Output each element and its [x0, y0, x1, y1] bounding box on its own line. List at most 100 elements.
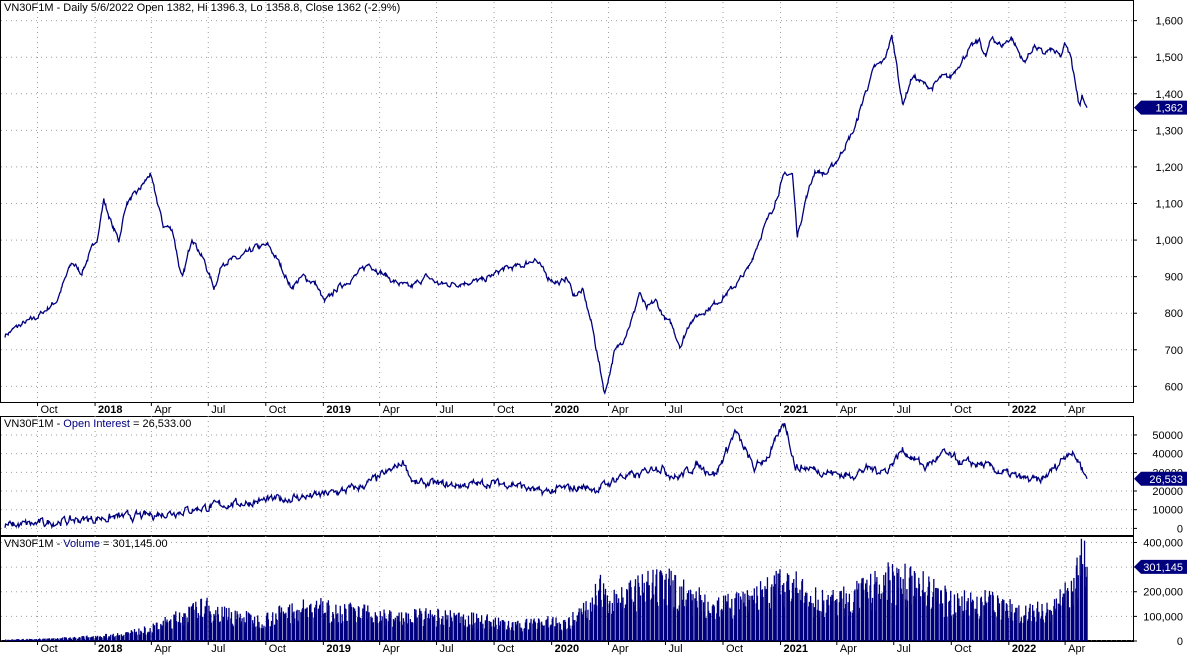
volume-bar [504, 621, 506, 641]
volume-bar [972, 600, 974, 641]
x-tick-label: 2022 [1012, 404, 1036, 416]
volume-bar [867, 598, 869, 641]
volume-bar [66, 639, 68, 641]
x-tick-label: 2019 [326, 643, 350, 655]
volume-bar [963, 590, 966, 641]
volume-bar [1038, 611, 1040, 641]
volume-bar [744, 606, 747, 641]
open-interest-chart: 0100002000030000400005000026,533 [1, 416, 1187, 536]
volume-bar [1077, 575, 1079, 641]
price-series-line [4, 34, 1088, 395]
volume-bar [1011, 620, 1014, 641]
volume-bar [280, 607, 283, 641]
volume-bar [381, 616, 383, 641]
x-tick-label: Oct [269, 643, 286, 655]
volume-bar [350, 606, 353, 641]
volume-bar [766, 577, 769, 641]
volume-bar [110, 634, 112, 641]
volume-bar [79, 637, 81, 641]
volume-bar [661, 575, 664, 641]
volume-bar [863, 589, 865, 641]
volume-bar [801, 578, 804, 641]
x-tick-label: Apr [383, 643, 400, 655]
volume-bar [158, 629, 160, 641]
volume-bar [57, 639, 59, 641]
y-tick-label: 700 [1165, 345, 1183, 357]
x-tick-label: Jul [440, 404, 454, 416]
volume-bar [342, 621, 344, 641]
volume-bar [814, 587, 817, 641]
volume-bar [470, 612, 473, 641]
x-tick-label: 2018 [98, 643, 122, 655]
volume-bar [587, 609, 589, 641]
volume-bar [657, 605, 659, 641]
price-panel[interactable]: 600 700 800 900 1,000 1,100 1,200 1,300 1,400 1,5… [0, 0, 1187, 403]
volume-bar [1016, 607, 1018, 641]
volume-bar [329, 622, 331, 641]
volume-last-value-label: 301,145 [1143, 562, 1183, 574]
y-tick-label: 0 [1177, 636, 1183, 648]
volume-bar [136, 634, 138, 641]
x-tick-label: Apr [1068, 643, 1085, 655]
volume-bar [298, 609, 300, 641]
volume-bar [250, 614, 252, 641]
volume-bar [44, 638, 46, 641]
volume-bar [639, 595, 642, 641]
volume-bar [219, 621, 221, 641]
x-axis-price: Oct 2018 Apr Jul Oct 2019 Apr Jul Oct 2020 Apr Jul O… [0, 402, 1134, 416]
y-tick-label: 100,000 [1143, 611, 1183, 623]
volume-bar [149, 628, 151, 641]
volume-bar [836, 615, 839, 641]
volume-bar [499, 621, 502, 641]
volume-bar [779, 594, 782, 641]
volume-bar [561, 630, 563, 641]
x-tick-label: 2020 [555, 643, 579, 655]
volume-bar [718, 616, 720, 641]
volume-bar [998, 603, 1001, 641]
volume-bar [635, 611, 637, 641]
volume-bar [193, 609, 195, 641]
volume-bar [758, 609, 760, 641]
volume-bar [442, 624, 445, 641]
volume-bar [188, 607, 191, 641]
volume-bar [127, 632, 129, 641]
volume-bar [902, 578, 904, 641]
volume-bar [1051, 614, 1053, 641]
y-tick-label: 400,000 [1143, 537, 1183, 549]
y-tick-label: 800 [1165, 308, 1183, 320]
open-interest-plot-frame [0, 416, 1134, 536]
volume-bar [462, 614, 465, 641]
volume-bar [372, 622, 375, 641]
volume-bar [959, 605, 961, 641]
volume-bar [924, 591, 926, 641]
volume-bar [652, 594, 655, 641]
volume-bar [870, 573, 872, 641]
y-tick-label: 1,100 [1155, 199, 1183, 211]
volume-bar [257, 615, 259, 641]
price-plot-frame [0, 0, 1134, 403]
volume-bar [534, 622, 537, 641]
volume-bar [1064, 582, 1066, 641]
open-interest-panel[interactable]: 0100002000030000400005000026,533 VN30F1M… [0, 416, 1187, 536]
volume-bar [1007, 617, 1009, 641]
open_interest-last-value-marker [1134, 471, 1187, 486]
volume-bar [874, 570, 876, 641]
volume-bar [670, 570, 672, 641]
volume-title-value: = 301,145.00 [100, 538, 168, 550]
volume-bar [508, 627, 510, 641]
volume-bar [35, 639, 37, 641]
volume-bar [285, 612, 287, 641]
volume-bar [289, 623, 291, 641]
volume-bar [985, 603, 988, 641]
volume-bar [215, 610, 217, 641]
volume-bar [232, 626, 234, 641]
volume-bar [736, 592, 738, 641]
volume-bar [1025, 605, 1027, 641]
volume-bar [793, 579, 795, 641]
volume-bar [415, 609, 417, 641]
volume-bar [140, 631, 143, 641]
volume-bar [749, 595, 751, 641]
volume-bar [871, 597, 874, 641]
open-interest-title: VN30F1M - Open Interest = 26,533.00 [4, 418, 191, 430]
